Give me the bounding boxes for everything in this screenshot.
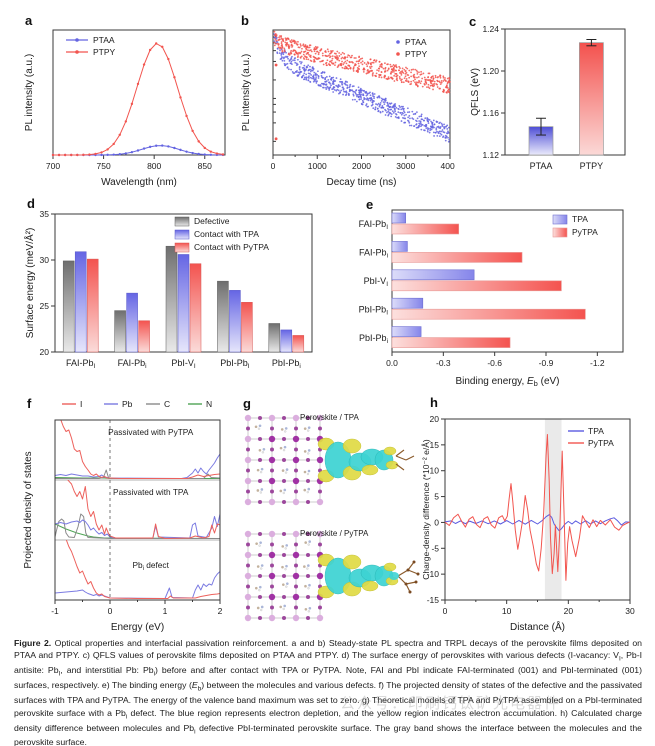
svg-text:-0.6: -0.6	[487, 358, 502, 368]
svg-text:TPA: TPA	[588, 426, 604, 436]
svg-text:30: 30	[40, 255, 50, 265]
svg-text:10: 10	[430, 466, 440, 476]
svg-text:C: C	[164, 399, 170, 409]
svg-text:FAI-Pbi: FAI-Pbi	[359, 248, 388, 260]
svg-text:35: 35	[40, 209, 50, 219]
svg-text:1000: 1000	[308, 161, 327, 171]
svg-text:20: 20	[430, 414, 440, 424]
svg-text:4000: 4000	[441, 161, 455, 171]
svg-text:-15: -15	[427, 595, 440, 605]
svg-text:Contact with TPA: Contact with TPA	[194, 229, 259, 239]
svg-text:Wavelength (nm): Wavelength (nm)	[101, 177, 177, 188]
svg-text:Defective: Defective	[194, 216, 230, 226]
svg-text:PbI-Pbi: PbI-Pbi	[272, 358, 301, 370]
panel-label-d: d	[27, 196, 35, 211]
svg-text:1.16: 1.16	[482, 108, 499, 118]
svg-text:30: 30	[625, 606, 635, 616]
panel-d-surface-energy-chart: 20 25 30 35 FAI-PbI FAI-Pbi PbI-VI PbI-PbI PbI-P…	[23, 209, 313, 370]
svg-text:-1.2: -1.2	[590, 358, 605, 368]
svg-text:PyTPA: PyTPA	[588, 438, 614, 448]
svg-text:PTPY: PTPY	[580, 161, 604, 171]
svg-text:Perovskite / PyTPA: Perovskite / PyTPA	[300, 529, 369, 538]
svg-text:Decay time (ns): Decay time (ns)	[326, 177, 396, 188]
svg-text:PL intensity (a.u.): PL intensity (a.u.)	[241, 54, 252, 131]
svg-text:N: N	[206, 399, 212, 409]
svg-text:TPA: TPA	[572, 214, 588, 224]
svg-text:0: 0	[434, 517, 439, 527]
svg-text:800: 800	[147, 161, 161, 171]
svg-text:Distance (Å): Distance (Å)	[510, 620, 565, 633]
svg-text:Charge-density difference (*10: Charge-density difference (*10⁻² e/Å)	[421, 439, 431, 580]
svg-text:Energy (eV): Energy (eV)	[111, 622, 164, 633]
panel-c-qfls-bar-chart: 1.12 1.16 1.20 1.24 PTAA PTPY QFLS (eV)	[470, 24, 626, 171]
svg-text:PTAA: PTAA	[530, 161, 553, 171]
svg-text:-0.9: -0.9	[539, 358, 554, 368]
svg-text:Projected density of states: Projected density of states	[23, 451, 34, 568]
panel-a-pl-spectra-chart: 700 750 800 850 PTAA PTPY Wavelength (nm) PL in…	[24, 29, 226, 188]
panel-label-a: a	[25, 13, 33, 28]
svg-text:1.12: 1.12	[482, 150, 499, 160]
svg-text:3000: 3000	[396, 161, 415, 171]
svg-text:25: 25	[40, 301, 50, 311]
svg-text:FAI-PbI: FAI-PbI	[359, 219, 389, 231]
svg-text:850: 850	[198, 161, 212, 171]
svg-text:PL intensity (a.u.): PL intensity (a.u.)	[24, 54, 35, 131]
svg-text:15: 15	[430, 440, 440, 450]
svg-text:PTAA: PTAA	[93, 35, 115, 45]
panel-label-h: h	[430, 395, 438, 410]
panel-label-e: e	[366, 197, 374, 212]
svg-text:PTPY: PTPY	[405, 49, 428, 59]
panel-g-model-images: Perovskite / TPA Perovskite / PyTPA	[244, 413, 420, 622]
svg-text:0.0: 0.0	[386, 358, 398, 368]
panel-label-g: g	[243, 396, 251, 411]
svg-text:1.20: 1.20	[482, 66, 499, 76]
svg-text:Pbi defect: Pbi defect	[132, 560, 169, 572]
svg-text:PbI-Pbi: PbI-Pbi	[359, 333, 388, 345]
svg-text:Perovskite / TPA: Perovskite / TPA	[300, 413, 360, 422]
svg-text:0: 0	[443, 606, 448, 616]
svg-text:20: 20	[40, 347, 50, 357]
svg-text:Passivated with TPA: Passivated with TPA	[113, 487, 189, 497]
svg-text:Binding energy, Eb (eV): Binding energy, Eb (eV)	[455, 376, 559, 388]
svg-text:Passivated with PyTPA: Passivated with PyTPA	[108, 427, 194, 437]
svg-text:Contact with PyTPA: Contact with PyTPA	[194, 242, 269, 252]
panel-label-f: f	[27, 396, 32, 411]
svg-text:2: 2	[218, 606, 223, 616]
svg-text:QFLS (eV): QFLS (eV)	[470, 68, 481, 116]
panel-f-pdos-chart: I Pb C N Passivated with PyTPA Passivated wit…	[23, 399, 223, 633]
svg-text:Surface energy (meV/Å²): Surface energy (meV/Å²)	[23, 228, 36, 339]
svg-text:PbI-VI: PbI-VI	[364, 276, 389, 288]
svg-text:PbI-PbI: PbI-PbI	[359, 304, 389, 316]
svg-text:750: 750	[96, 161, 110, 171]
svg-text:0: 0	[271, 161, 276, 171]
svg-text:PbI-VI: PbI-VI	[171, 358, 196, 370]
svg-text:1: 1	[163, 606, 168, 616]
svg-text:Pb: Pb	[122, 399, 133, 409]
panel-label-b: b	[241, 13, 249, 28]
svg-text:-0.3: -0.3	[436, 358, 451, 368]
svg-text:PTAA: PTAA	[405, 37, 427, 47]
svg-text:1.24: 1.24	[482, 24, 499, 34]
panel-b-trpl-decay-chart: 0 1000 2000 3000 4000 PTAA PTPY Decay time (ns)…	[241, 29, 455, 188]
svg-text:0: 0	[108, 606, 113, 616]
svg-text:-1: -1	[51, 606, 59, 616]
svg-text:5: 5	[434, 492, 439, 502]
svg-text:-10: -10	[427, 569, 440, 579]
svg-text:FAI-PbI: FAI-PbI	[66, 358, 96, 370]
svg-text:10: 10	[502, 606, 512, 616]
svg-text:700: 700	[46, 161, 60, 171]
panel-e-binding-energy-chart: 0.0 -0.3 -0.6 -0.9 -1.2 FAI-PbI FAI-Pbi PbI-VI P…	[359, 209, 624, 388]
panel-h-charge-density-chart: 0 10 20 30 -15 -10 -5 0 5 10 15 20 TPA PyTPA Distance …	[421, 414, 635, 633]
svg-text:20: 20	[564, 606, 574, 616]
figure-caption: Figure 2. Optical properties and interfa…	[14, 638, 643, 746]
svg-text:I: I	[80, 399, 82, 409]
svg-text:PyTPA: PyTPA	[572, 227, 598, 237]
svg-text:FAI-Pbi: FAI-Pbi	[118, 358, 147, 370]
svg-text:-5: -5	[431, 543, 439, 553]
svg-text:PTPY: PTPY	[93, 47, 116, 57]
panel-label-c: c	[469, 14, 477, 29]
svg-text:PbI-PbI: PbI-PbI	[220, 358, 250, 370]
svg-text:2000: 2000	[352, 161, 371, 171]
